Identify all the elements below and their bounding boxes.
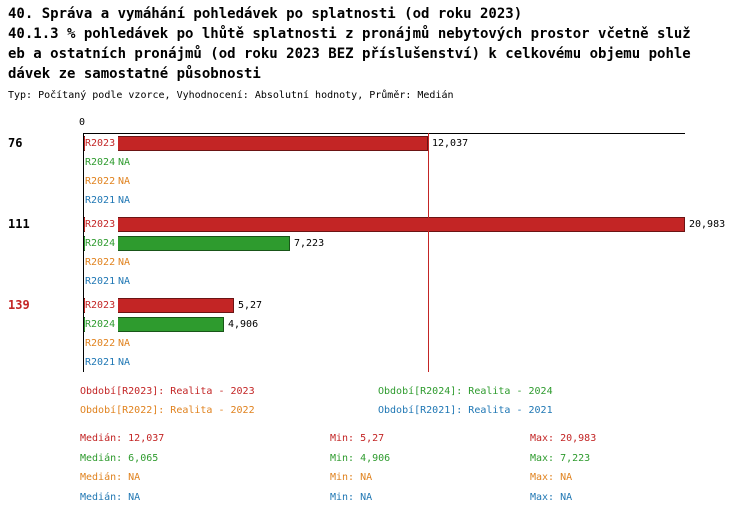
x-axis-line (83, 133, 685, 134)
series-row-label: R2021 (85, 355, 119, 370)
report-title-line3: eb a ostatních pronájmů (od roku 2023 BE… (8, 46, 691, 62)
report-title-line2: 40.1.3 % pohledávek po lhůtě splatnosti … (8, 26, 691, 42)
na-value-label: NA (118, 338, 131, 349)
bar-value-label: 12,037 (432, 138, 469, 149)
stat-median: Medián: 12,037 (80, 433, 165, 444)
series-row-label: R2023 (85, 136, 119, 151)
series-row-label: R2021 (85, 193, 119, 208)
stat-median: Medián: NA (80, 472, 141, 483)
na-value-label: NA (118, 276, 131, 287)
stat-max: Max: NA (530, 491, 573, 503)
group-count-label: 76 (8, 136, 23, 150)
na-value-label: NA (118, 157, 131, 168)
series-row-label: R2023 (85, 298, 119, 313)
stat-min: Min: NA (330, 491, 373, 503)
series-row-label: R2022 (85, 174, 119, 189)
series-row-label: R2024 (85, 317, 119, 332)
stat-max: Max: NA (530, 472, 573, 483)
bar (83, 136, 428, 151)
x-axis-tick-zero: 0 (78, 117, 86, 128)
group-count-label: 111 (8, 217, 30, 231)
na-value-label: NA (118, 176, 131, 187)
report-meta-line: Typ: Počítaný podle vzorce, Vyhodnocení:… (8, 90, 454, 101)
stat-min: Min: NA (330, 472, 373, 483)
bar-value-label: 4,906 (228, 319, 259, 330)
series-row-label: R2024 (85, 155, 119, 170)
stat-max: Max: 7,223 (530, 452, 591, 464)
y-axis-line (83, 133, 84, 372)
series-row-label: R2021 (85, 274, 119, 289)
bar-value-label: 20,983 (689, 219, 726, 230)
group-count-label: 139 (8, 298, 30, 312)
stat-median: Medián: 6,065 (80, 452, 159, 464)
report-title-line1: 40. Správa a vymáhání pohledávek po spla… (8, 6, 523, 22)
stat-median: Medián: NA (80, 491, 141, 503)
bar-value-label: 5,27 (238, 300, 263, 311)
stat-max: Max: 20,983 (530, 433, 597, 444)
legend-item-r2024: Období[R2024]: Realita - 2024 (378, 386, 553, 397)
bar-value-label: 7,223 (294, 238, 325, 249)
bar (83, 217, 685, 232)
series-row-label: R2024 (85, 236, 119, 251)
median-line (428, 133, 429, 372)
report-title-line4: dávek ze samostatné působnosti (8, 66, 261, 82)
chart-legend: Období[R2023]: Realita - 2023 Období[R202… (80, 386, 676, 424)
na-value-label: NA (118, 195, 131, 206)
legend-item-r2023: Období[R2023]: Realita - 2023 (80, 386, 255, 397)
na-value-label: NA (118, 357, 131, 368)
legend-item-r2021: Období[R2021]: Realita - 2021 (378, 405, 553, 416)
legend-item-r2022: Období[R2022]: Realita - 2022 (80, 405, 255, 416)
series-row-label: R2023 (85, 217, 119, 232)
series-row-label: R2022 (85, 336, 119, 351)
stat-min: Min: 4,906 (330, 452, 391, 464)
series-row-label: R2022 (85, 255, 119, 270)
stat-min: Min: 5,27 (330, 433, 385, 444)
na-value-label: NA (118, 257, 131, 268)
